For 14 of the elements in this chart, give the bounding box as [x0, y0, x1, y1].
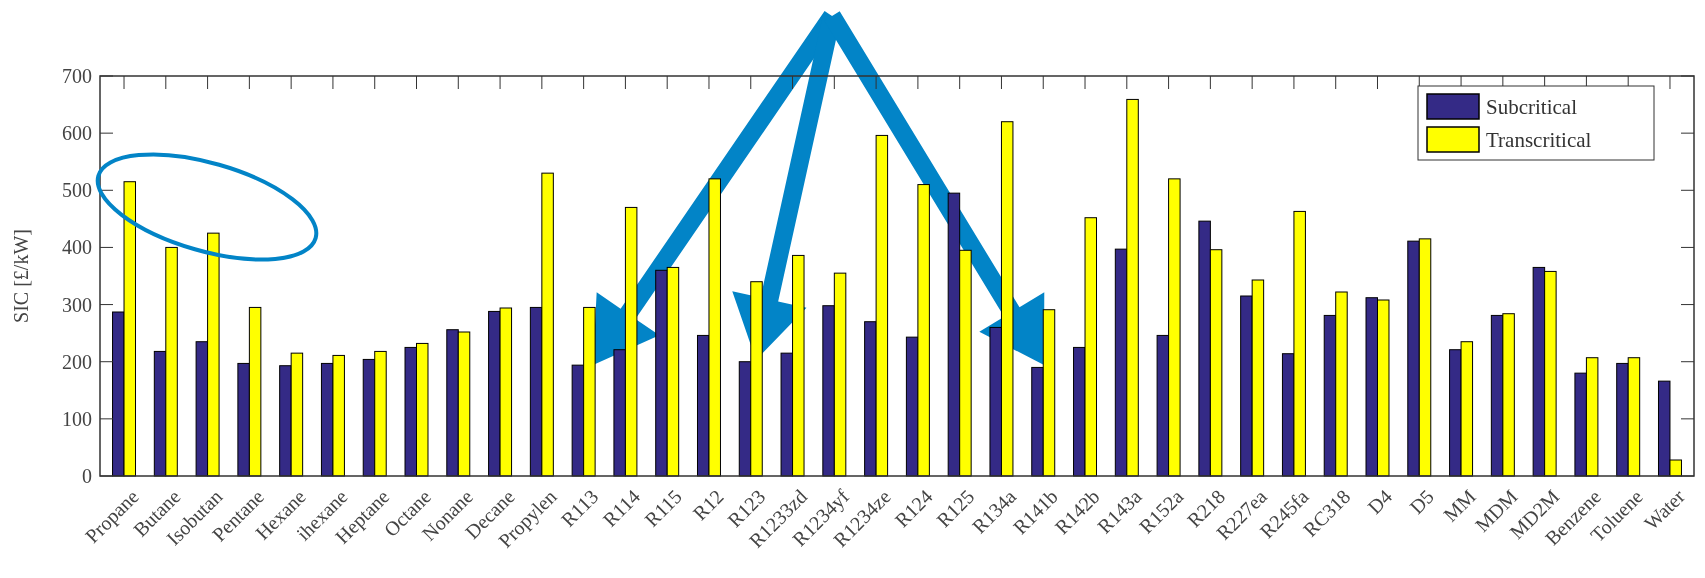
legend-label: Subcritical: [1486, 95, 1578, 120]
legend-label: Transcritical: [1486, 128, 1592, 153]
x-tick-label: R12: [688, 485, 728, 525]
y-tick-label: 500: [62, 179, 92, 202]
y-axis-title: SIC [£/kW]: [10, 229, 32, 323]
y-tick-label: 200: [62, 350, 92, 373]
y-tick-label: 700: [62, 65, 92, 87]
y-tick-label: 400: [62, 236, 92, 259]
y-tick-label: 100: [62, 407, 92, 430]
y-tick-label: 600: [62, 122, 92, 145]
x-tick-label: D5: [1405, 485, 1439, 519]
y-tick-label: 300: [62, 293, 92, 316]
y-tick-label: 0: [82, 465, 92, 487]
x-tick-label: D4: [1363, 485, 1397, 519]
